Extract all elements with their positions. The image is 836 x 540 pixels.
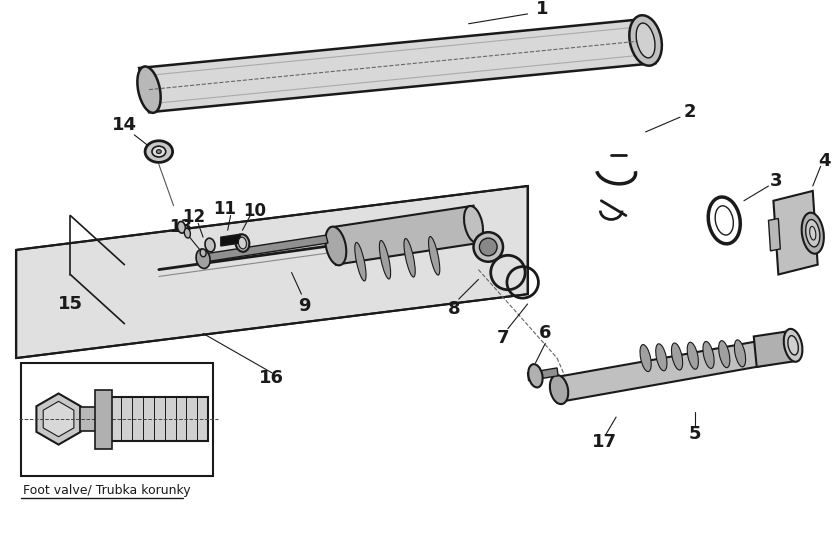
Ellipse shape [734,340,746,367]
Ellipse shape [354,242,366,281]
Text: 15: 15 [58,295,83,313]
Ellipse shape [196,249,210,268]
Ellipse shape [205,238,215,252]
Polygon shape [95,389,112,449]
Polygon shape [37,394,81,444]
Polygon shape [99,397,208,441]
Ellipse shape [137,66,161,113]
Text: 3: 3 [770,172,782,190]
Ellipse shape [200,249,206,257]
Polygon shape [139,19,655,112]
Ellipse shape [145,141,172,163]
Polygon shape [773,191,818,274]
Ellipse shape [636,23,655,58]
Text: 12: 12 [181,208,205,226]
Ellipse shape [528,364,543,387]
Ellipse shape [671,343,683,370]
Text: 1: 1 [536,0,548,18]
Text: 11: 11 [213,200,237,218]
Text: 4: 4 [818,152,831,171]
Text: 14: 14 [112,116,137,134]
Ellipse shape [152,146,166,157]
Ellipse shape [156,150,161,153]
Polygon shape [198,235,328,262]
Ellipse shape [630,15,662,66]
Polygon shape [528,368,558,381]
Ellipse shape [479,238,497,256]
Ellipse shape [238,237,247,249]
Ellipse shape [236,234,249,252]
Ellipse shape [325,227,346,265]
Ellipse shape [404,239,415,277]
Ellipse shape [177,221,186,233]
Polygon shape [16,186,528,358]
Ellipse shape [473,232,503,262]
Text: 13: 13 [169,218,192,237]
Text: 8: 8 [447,300,460,318]
Ellipse shape [788,336,798,355]
Polygon shape [331,206,478,265]
Ellipse shape [802,213,823,254]
Text: 17: 17 [592,433,617,451]
Text: 6: 6 [539,325,552,342]
Ellipse shape [550,375,568,404]
Ellipse shape [640,345,651,372]
Ellipse shape [719,341,730,368]
Ellipse shape [380,240,390,279]
Polygon shape [754,330,796,367]
Ellipse shape [184,228,191,238]
Ellipse shape [687,342,698,369]
Text: 10: 10 [242,201,266,220]
Ellipse shape [806,220,820,247]
Text: 5: 5 [689,425,701,443]
Text: 9: 9 [298,297,311,315]
Ellipse shape [464,206,483,242]
Polygon shape [552,339,778,402]
Ellipse shape [429,237,440,275]
Polygon shape [768,219,780,251]
Ellipse shape [703,341,714,368]
Text: 2: 2 [684,103,696,122]
Polygon shape [221,234,241,246]
Text: 7: 7 [497,329,509,347]
Ellipse shape [655,344,667,371]
Polygon shape [21,363,213,476]
Text: Foot valve/ Trubka korunky: Foot valve/ Trubka korunky [23,484,191,497]
Polygon shape [80,407,98,431]
Ellipse shape [810,226,816,240]
Text: 16: 16 [259,369,284,387]
Polygon shape [43,401,74,437]
Ellipse shape [784,329,803,362]
